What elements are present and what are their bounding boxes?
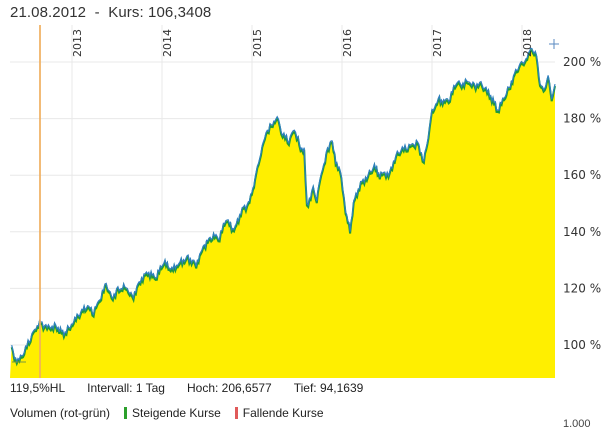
interval-stat[interactable]: Intervall: 1 Tag — [87, 381, 165, 395]
y-tick-label: 200 % — [563, 55, 601, 69]
volume-legend: Volumen (rot-grün) Steigende Kurse Falle… — [10, 406, 338, 420]
volume-label-item: Volumen (rot-grün) — [10, 406, 110, 420]
price-area-fill — [10, 48, 555, 378]
volume-label: Volumen (rot-grün) — [10, 406, 111, 420]
y-axis-labels: 100 % 120 % 140 % 160 % 180 % 200 % — [563, 55, 601, 352]
price-line — [11, 47, 556, 364]
low-stat: Tief: 94,1639 — [293, 381, 364, 395]
x-tick-label: 2018 — [521, 29, 534, 57]
y-tick-label: 180 % — [563, 112, 601, 126]
rising-swatch-icon — [124, 407, 128, 419]
rising-label: Steigende Kurse — [132, 406, 221, 420]
price-line-secondary — [10, 48, 556, 367]
x-tick-label: 2014 — [161, 29, 174, 57]
chart-title: 21.08.2012 - Kurs: 106,3408 — [10, 4, 212, 21]
legend-rising[interactable]: Steigende Kurse — [124, 406, 221, 420]
high-marker-icon — [549, 39, 559, 49]
y-tick-label: 120 % — [563, 281, 601, 295]
x-tick-label: 2017 — [431, 29, 444, 57]
volume-axis-tick: 1.000 — [563, 418, 591, 430]
y-tick-label: 140 % — [563, 225, 601, 239]
x-tick-label: 2015 — [251, 29, 264, 57]
falling-label: Fallende Kurse — [242, 406, 324, 420]
stats-bar: 119,5%HL Intervall: 1 Tag Hoch: 206,6577… — [10, 381, 385, 395]
high-stat: Hoch: 206,6577 — [186, 381, 272, 395]
legend-falling[interactable]: Fallende Kurse — [234, 406, 324, 420]
x-tick-label: 2016 — [341, 29, 354, 57]
y-tick-label: 100 % — [563, 338, 601, 352]
falling-swatch-icon — [234, 407, 238, 419]
range-stat: 119,5%HL — [10, 381, 66, 395]
y-tick-label: 160 % — [563, 168, 601, 182]
x-axis-labels: 2013 2014 2015 2016 2017 2018 — [71, 29, 534, 57]
x-tick-label: 2013 — [71, 29, 84, 57]
